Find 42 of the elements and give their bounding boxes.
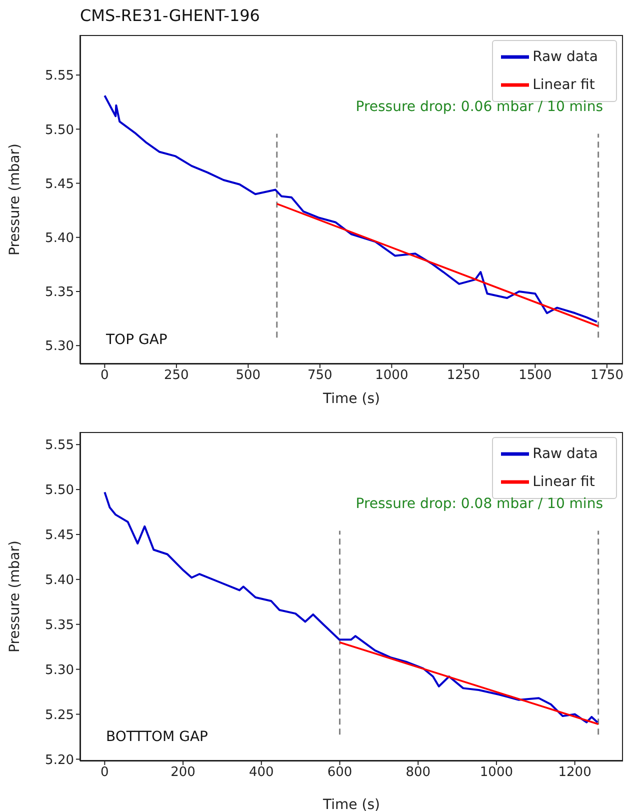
legend-label: Raw data [532,48,598,65]
x-tick-label: 500 [236,368,261,384]
y-tick-label: 5.35 [45,618,74,633]
y-tick-label: 5.35 [45,285,74,300]
x-tick-label: 1200 [558,765,592,780]
annotation: Pressure drop: 0.06 mbar / 10 mins [356,99,603,115]
y-axis-title: Pressure (mbar) [6,143,23,256]
y-tick-label: 5.45 [45,176,74,192]
x-tick-label: 0 [100,368,109,384]
x-tick-label: 1000 [375,368,408,384]
x-tick-label: 0 [100,765,109,780]
x-tick-label: 1250 [446,368,480,384]
y-tick-label: 5.25 [45,708,74,723]
x-tick-label: 600 [327,765,352,780]
x-tick-label: 200 [170,765,196,780]
legend-label: Linear fit [532,76,595,93]
y-tick-label: 5.55 [45,68,74,84]
x-tick-label: 1000 [480,765,514,780]
x-tick-label: 1500 [518,368,552,384]
annotation: TOP GAP [106,332,168,348]
annotation: Pressure drop: 0.08 mbar / 10 mins [356,496,603,512]
chart-title: CMS-RE31-GHENT-196 [80,6,260,25]
y-axis-title: Pressure (mbar) [6,540,23,653]
y-tick-label: 5.40 [45,573,74,588]
y-tick-label: 5.55 [45,438,74,454]
x-axis-title: Time (s) [322,391,380,407]
legend-label: Raw data [532,446,598,462]
y-tick-label: 5.40 [45,230,74,246]
x-tick-label: 800 [406,765,431,780]
x-tick-label: 750 [308,368,332,384]
legend-label: Linear fit [532,474,595,490]
x-tick-label: 1750 [590,368,624,384]
x-axis-title: Time (s) [322,797,380,811]
annotation: BOTTTOM GAP [106,729,208,745]
y-tick-label: 5.50 [45,122,74,138]
x-tick-label: 400 [248,765,274,780]
y-tick-label: 5.30 [45,339,74,354]
y-tick-label: 5.50 [45,483,74,498]
x-tick-label: 250 [164,368,189,384]
y-tick-label: 5.45 [45,528,74,544]
y-tick-label: 5.20 [45,752,74,768]
y-tick-label: 5.30 [45,662,74,678]
